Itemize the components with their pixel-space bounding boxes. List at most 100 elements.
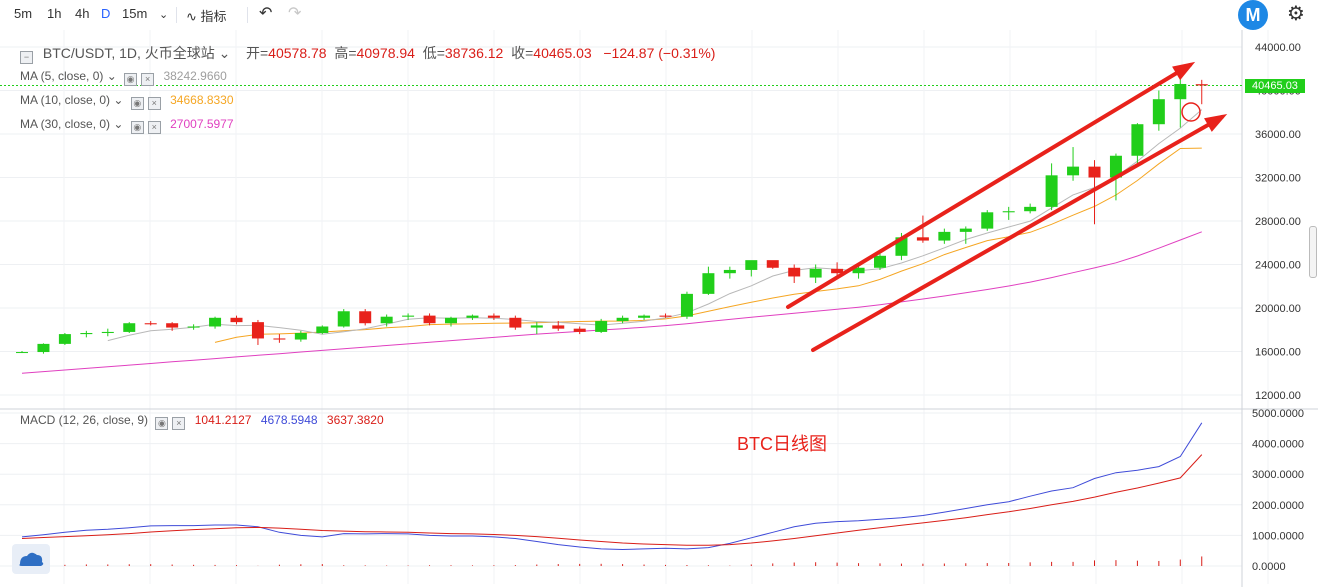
redo-icon[interactable]: ↷	[288, 5, 302, 22]
upper-trend-arrow	[786, 63, 1192, 309]
macd-tick-label: 1000.0000	[1252, 530, 1304, 542]
candle-body	[938, 231, 951, 241]
candle-body	[80, 333, 93, 335]
candle-body	[187, 326, 200, 328]
close-key: 收=	[511, 45, 534, 61]
macd-tick-label: 2000.0000	[1252, 500, 1304, 512]
candle-body	[1045, 175, 1058, 207]
chevron-down-icon[interactable]: ⌄	[110, 93, 124, 107]
interval-4h[interactable]: 4h	[75, 6, 90, 21]
close-icon[interactable]: ×	[147, 97, 161, 110]
macd-signal-value: 3637.3820	[326, 413, 384, 427]
candle-body	[959, 228, 972, 232]
chevron-down-icon[interactable]: ⌄	[103, 69, 117, 83]
macd-legend: MACD (12, 26, close, 9) ◉ × 1041.2127 467…	[20, 413, 384, 430]
candle-body	[552, 325, 565, 329]
macd-line-value: 4678.5948	[260, 413, 318, 427]
close-icon[interactable]: ×	[147, 121, 161, 134]
last-price-tag: 40465.03	[1245, 79, 1305, 93]
candle-body	[1174, 83, 1187, 100]
brand-logo-icon[interactable]: M	[1238, 0, 1268, 30]
indicators-button[interactable]: ∿ 指标	[186, 6, 227, 25]
candle-body	[487, 315, 500, 318]
candle-body	[445, 317, 457, 324]
symbol-name[interactable]: BTC/USDT, 1D, 火币全球站	[42, 45, 215, 61]
interval-15m[interactable]: 15m	[122, 6, 148, 21]
ma5-label[interactable]: MA (5, close, 0)	[20, 69, 104, 83]
candle-body	[874, 255, 886, 268]
highlight-circle	[1181, 102, 1201, 122]
price-tick-label: 16000.00	[1255, 347, 1301, 359]
price-tick-label: 28000.00	[1255, 216, 1301, 228]
chart-canvas[interactable]: 12000.00 16000.00 20000.00 24000.00 28000.00…	[0, 30, 1318, 587]
chevron-down-icon[interactable]: ⌄	[214, 45, 231, 61]
open-value: 40578.78	[268, 45, 327, 61]
price-tick-label: 36000.00	[1255, 129, 1301, 141]
interval-d[interactable]: D	[101, 6, 111, 21]
price-tick-label: 24000.00	[1255, 260, 1301, 272]
pane-resize-handle[interactable]	[1309, 226, 1317, 278]
annotation-text: BTC日线图	[737, 434, 827, 454]
ma30-value: 27007.5977	[170, 117, 234, 131]
candle-body	[1024, 206, 1037, 212]
eye-icon[interactable]: ◉	[155, 417, 169, 430]
ma10-label[interactable]: MA (10, close, 0)	[20, 93, 111, 107]
ma10-value: 34668.8330	[170, 93, 234, 107]
collapse-icon[interactable]: −	[20, 51, 33, 64]
price-tick-label: 32000.00	[1255, 173, 1301, 185]
eye-icon[interactable]: ◉	[130, 121, 144, 134]
indicators-icon: ∿	[186, 9, 197, 24]
gear-icon[interactable]: ⚙	[1287, 3, 1305, 25]
eye-icon[interactable]: ◉	[130, 97, 144, 110]
candle-body	[402, 315, 415, 317]
macd-signal-line	[21, 454, 1203, 546]
candle-body	[680, 293, 693, 317]
candle-body	[273, 338, 286, 340]
eye-icon[interactable]: ◉	[124, 73, 138, 86]
toolbar-divider	[176, 7, 177, 23]
candle-body	[466, 315, 479, 318]
close-value: 40465.03	[533, 45, 592, 61]
candle-body	[530, 325, 543, 328]
toolbar-divider	[247, 7, 248, 23]
open-key: 开=	[245, 45, 269, 61]
chevron-down-icon[interactable]: ⌄	[159, 9, 169, 21]
macd-label[interactable]: MACD (12, 26, close, 9)	[20, 413, 149, 427]
candle-body	[831, 268, 844, 274]
candle-body	[123, 323, 136, 332]
candle-body	[766, 260, 779, 268]
candle-body	[852, 267, 865, 274]
candle-body	[423, 315, 436, 324]
candle-body	[1067, 166, 1080, 176]
candle-body	[58, 334, 71, 344]
ma30-legend: MA (30, close, 0) ⌄ ◉ × 27007.5977	[20, 117, 234, 134]
interval-5m[interactable]: 5m	[14, 6, 33, 21]
candle-body	[723, 269, 736, 274]
candle-body	[380, 316, 393, 324]
undo-icon[interactable]: ↶	[259, 5, 273, 22]
macd-tick-label: 4000.0000	[1252, 439, 1304, 451]
candle-body	[209, 317, 222, 327]
candle-body	[16, 352, 28, 354]
ma5-value: 38242.9660	[163, 69, 227, 83]
candle-body	[294, 333, 307, 340]
candle-body	[166, 323, 179, 328]
ma30-label[interactable]: MA (30, close, 0)	[20, 117, 111, 131]
chevron-down-icon[interactable]: ⌄	[110, 117, 124, 131]
candle-body	[1131, 124, 1144, 156]
low-key: 低=	[422, 45, 445, 61]
candle-body	[788, 267, 801, 277]
top-toolbar: 5m 1h 4h D 15m ⌄ ∿ 指标 ↶ ↷	[0, 0, 1318, 30]
candle-body	[981, 212, 994, 229]
close-icon[interactable]: ×	[172, 417, 186, 430]
candle-body	[316, 326, 329, 334]
ma10-legend: MA (10, close, 0) ⌄ ◉ × 34668.8330	[20, 93, 234, 110]
candle-body	[1088, 166, 1101, 178]
macd-tick-label: 5000.0000	[1252, 408, 1304, 420]
close-icon[interactable]: ×	[141, 73, 155, 86]
interval-1h[interactable]: 1h	[47, 6, 62, 21]
low-value: 38736.12	[444, 45, 504, 61]
cloud-icon[interactable]	[12, 544, 50, 574]
candle-body	[251, 322, 264, 339]
candle-body	[101, 331, 114, 334]
